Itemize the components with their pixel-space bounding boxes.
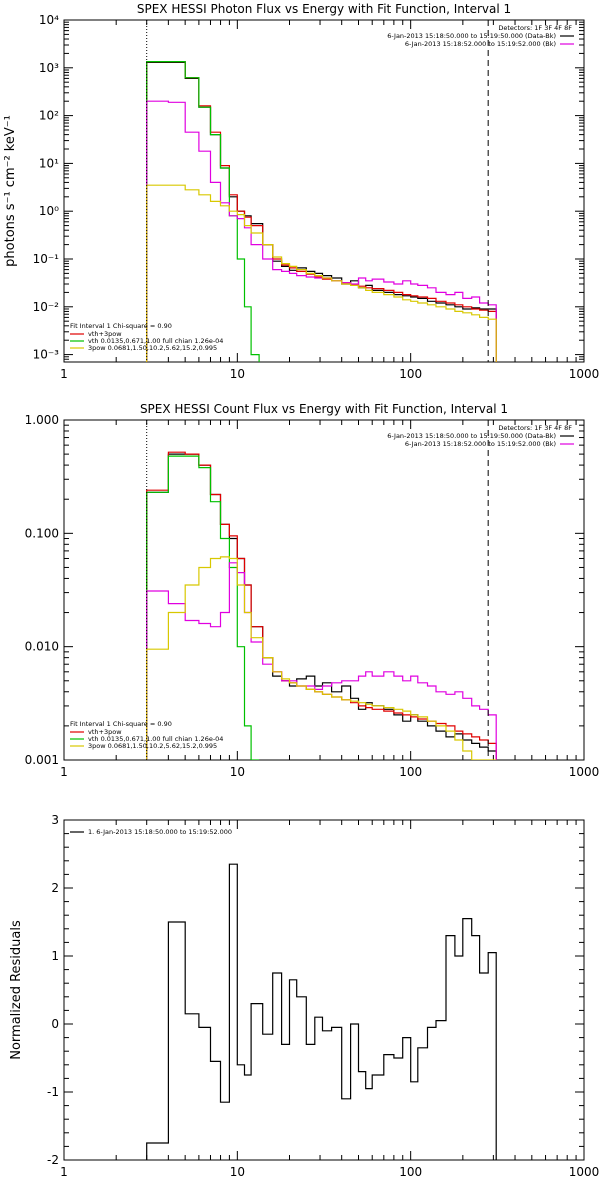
fit-legend-label: vth+3pow (88, 330, 122, 338)
series-group (146, 863, 497, 1160)
fit-legend-header: Fit Interval 1 Chi-square = 0.90 (70, 322, 172, 330)
chart-title: SPEX HESSI Count Flux vs Energy with Fit… (140, 402, 508, 416)
x-tick-label: 1 (60, 367, 68, 381)
series-2-line (146, 451, 497, 760)
fit-legend-label: 3pow 0.0681,1.50,10.2,5.62,15.2,0.995 (88, 742, 217, 750)
series-1-line (146, 863, 497, 1160)
series-3-line (146, 455, 260, 760)
legend-header: Detectors: 1F 3F 4F 8F (498, 424, 572, 432)
series-5-line (146, 556, 497, 760)
y-axis-label: photons s⁻¹ cm⁻² keV⁻¹ (3, 115, 18, 267)
x-tick-label: 100 (399, 1165, 422, 1179)
x-tick-label: 1000 (569, 367, 600, 381)
legend-entry-label: 6-Jan-2013 15:18:52.000 to 15:19:52.000 … (405, 440, 556, 448)
fit-legend: Fit Interval 1 Chi-square = 0.90vth+3pow… (70, 720, 223, 750)
legend-entry-label: 6-Jan-2013 15:18:50.000 to 15:19:50.000 … (387, 32, 556, 40)
legend-entry-label: 1. 6-Jan-2013 15:18:50.000 to 15:19:52.0… (88, 828, 232, 836)
series-group (146, 451, 497, 760)
y-tick-label: 10⁻³ (33, 348, 60, 362)
x-tick-label: 10 (230, 765, 245, 779)
y-tick-label: 3 (51, 813, 59, 827)
y-tick-label: 10⁻² (33, 300, 60, 314)
y-tick-label: 0.100 (25, 526, 59, 540)
y-tick-label: 0 (51, 1017, 59, 1031)
plot-frame (63, 419, 585, 761)
chart-title: SPEX HESSI Photon Flux vs Energy with Fi… (137, 2, 511, 16)
series-1-line (146, 453, 497, 760)
y-tick-label: 10¹ (39, 156, 59, 170)
plot-frame (63, 19, 585, 363)
series-5-line (146, 184, 497, 362)
chart-panel-3: 1 10 100 1000 -2 -1 0 1 2 3 Normalized Residuals 1.… (9, 813, 599, 1179)
x-tick-label: 10 (230, 1165, 245, 1179)
chart-panel-2: SPEX HESSI Count Flux vs Energy with Fit… (25, 402, 600, 779)
top-legend: Detectors: 1F 3F 4F 8F6-Jan-2013 15:18:5… (387, 24, 574, 48)
y-axis-label: Normalized Residuals (9, 920, 24, 1060)
legend-header: Detectors: 1F 3F 4F 8F (498, 24, 572, 32)
y-tick-label: -2 (47, 1153, 59, 1167)
y-tick-label: 0.010 (25, 640, 59, 654)
y-tick-label: 2 (51, 881, 59, 895)
y-tick-label: 10⁻¹ (33, 252, 60, 266)
fit-legend: Fit Interval 1 Chi-square = 0.90vth+3pow… (70, 322, 223, 352)
y-tick-label: 10² (39, 109, 59, 123)
series-1-line (146, 61, 497, 362)
y-tick-label: 10³ (39, 61, 59, 75)
y-tick-label: 10⁴ (39, 13, 59, 27)
y-tick-label: 1 (51, 949, 59, 963)
y-tick-label: 1.000 (25, 413, 59, 427)
series-4-line (146, 562, 497, 760)
chart-panel-1: SPEX HESSI Photon Flux vs Energy with Fi… (3, 2, 599, 381)
series-4-line (146, 100, 497, 362)
fit-legend-header: Fit Interval 1 Chi-square = 0.90 (70, 720, 172, 728)
fit-legend-label: 3pow 0.0681,1.50,10.2,5.62,15.2,0.995 (88, 344, 217, 352)
fit-legend-label: vth 0.0135,0.671,1.00 full chian 1.26e-0… (88, 735, 223, 743)
y-tick-label: 0.001 (25, 753, 59, 767)
fit-legend-label: vth 0.0135,0.671,1.00 full chian 1.26e-0… (88, 337, 223, 345)
legend-entry-label: 6-Jan-2013 15:18:50.000 to 15:19:50.000 … (387, 432, 556, 440)
x-tick-label: 100 (399, 765, 422, 779)
series-group (146, 61, 497, 362)
x-tick-label: 1 (60, 1165, 68, 1179)
x-tick-label: 1 (60, 765, 68, 779)
x-tick-label: 1000 (569, 1165, 600, 1179)
y-tick-label: 10⁰ (39, 204, 59, 218)
top-legend: Detectors: 1F 3F 4F 8F6-Jan-2013 15:18:5… (387, 424, 574, 448)
fit-legend-label: vth+3pow (88, 728, 122, 736)
x-tick-label: 100 (399, 367, 422, 381)
residual-legend: 1. 6-Jan-2013 15:18:50.000 to 15:19:52.0… (70, 828, 232, 836)
legend-entry-label: 6-Jan-2013 15:18:52.000 to 15:19:52.000 … (405, 40, 556, 48)
x-tick-label: 1000 (569, 765, 600, 779)
x-tick-label: 10 (230, 367, 245, 381)
plot-frame (63, 819, 585, 1161)
y-tick-label: -1 (47, 1085, 59, 1099)
series-3-line (146, 61, 260, 362)
